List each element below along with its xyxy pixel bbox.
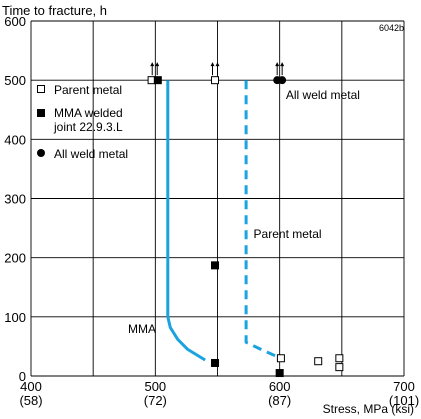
curve-parent-metal	[244, 80, 282, 360]
x-tick-label: 600	[269, 379, 291, 394]
point-mma-welded-joint	[153, 76, 162, 85]
runout-arrowhead	[280, 62, 285, 67]
legend-label-line-1: MMA welded	[54, 106, 123, 120]
point-parent-metal	[335, 363, 344, 372]
x-tick-label: 400	[20, 379, 42, 394]
curve-mma	[166, 80, 206, 362]
point-mma-welded-joint	[211, 358, 220, 367]
legend-marker-mma-welded-joint	[37, 109, 45, 117]
data-points	[147, 62, 344, 378]
point-parent-metal	[335, 354, 344, 363]
figure-id: 6042b	[379, 23, 404, 33]
runout-arrowhead	[150, 62, 155, 67]
point-parent-metal	[276, 354, 285, 363]
point-parent-metal	[314, 357, 323, 366]
x-tick-sublabel: (72)	[144, 393, 167, 408]
point-mma-welded-joint	[211, 261, 220, 270]
point-mma-welded-joint	[275, 369, 284, 378]
y-tick-label: 300	[4, 192, 26, 207]
x-tick-label: 700	[393, 379, 415, 394]
annotation-parent-metal: Parent metal	[254, 227, 322, 241]
x-tick-sublabel: (87)	[268, 393, 291, 408]
y-tick-label: 0	[19, 369, 26, 384]
y-tick-label: 400	[4, 132, 26, 147]
y-tick-label: 200	[4, 251, 26, 266]
legend-label-line-2: joint 22.9.3.L	[53, 120, 123, 134]
x-tick-sublabel: (58)	[19, 393, 42, 408]
x-tick-label: 500	[144, 379, 166, 394]
legend-marker-all-weld-metal	[37, 149, 45, 157]
point-parent-metal	[211, 76, 220, 85]
legend-label-all-weld-metal: All weld metal	[54, 147, 128, 161]
y-axis-title: Time to fracture, h	[2, 3, 107, 18]
fit-curves	[166, 80, 282, 362]
point-all-weld-metal	[278, 76, 287, 85]
annotation-mma: MMA	[128, 322, 156, 336]
x-tick-sublabel: (101)	[389, 393, 419, 408]
x-axis-title: Stress, MPa (ksi)	[323, 402, 414, 416]
legend-label-mma-welded-joint: MMA welded joint 22.9.3.L	[53, 106, 126, 134]
runout-arrowhead	[275, 62, 280, 67]
legend-label-parent-metal: Parent metal	[54, 83, 122, 97]
legend-marker-parent-metal	[37, 85, 45, 93]
y-tick-label: 500	[4, 73, 26, 88]
runout-arrowhead	[155, 62, 160, 67]
runout-arrowhead	[210, 62, 215, 67]
y-tick-label: 100	[4, 310, 26, 325]
labels: Time to fracture, h 6042b Stress, MPa (k…	[2, 3, 419, 416]
annotation-all-weld-metal: All weld metal	[286, 88, 360, 102]
runout-arrowhead	[215, 62, 220, 67]
y-tick-label: 600	[4, 14, 26, 29]
